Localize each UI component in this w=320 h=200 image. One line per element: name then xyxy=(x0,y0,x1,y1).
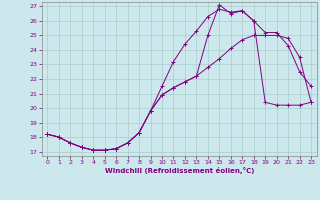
X-axis label: Windchill (Refroidissement éolien,°C): Windchill (Refroidissement éolien,°C) xyxy=(105,167,254,174)
